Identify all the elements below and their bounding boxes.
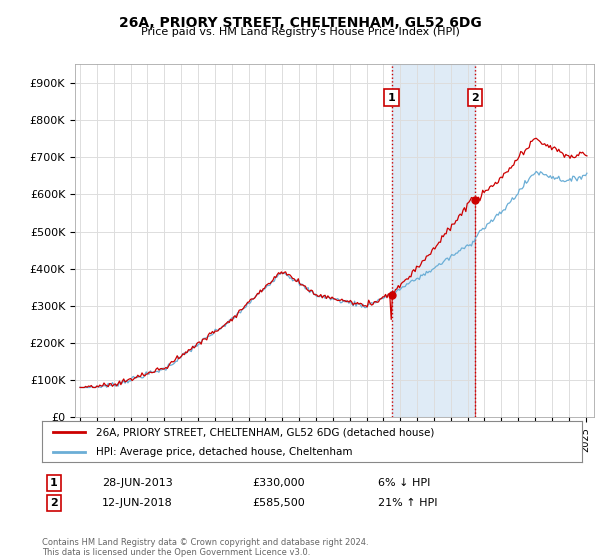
Text: £330,000: £330,000: [252, 478, 305, 488]
Text: 2: 2: [472, 93, 479, 103]
Text: 21% ↑ HPI: 21% ↑ HPI: [378, 498, 437, 508]
Text: 6% ↓ HPI: 6% ↓ HPI: [378, 478, 430, 488]
Text: 26A, PRIORY STREET, CHELTENHAM, GL52 6DG (detached house): 26A, PRIORY STREET, CHELTENHAM, GL52 6DG…: [96, 427, 434, 437]
Text: Price paid vs. HM Land Registry's House Price Index (HPI): Price paid vs. HM Land Registry's House …: [140, 27, 460, 37]
Text: £585,500: £585,500: [252, 498, 305, 508]
Text: 1: 1: [388, 93, 395, 103]
Text: 2: 2: [50, 498, 58, 508]
Text: Contains HM Land Registry data © Crown copyright and database right 2024.
This d: Contains HM Land Registry data © Crown c…: [42, 538, 368, 557]
Text: 12-JUN-2018: 12-JUN-2018: [102, 498, 173, 508]
Text: 28-JUN-2013: 28-JUN-2013: [102, 478, 173, 488]
Text: 1: 1: [50, 478, 58, 488]
Text: 26A, PRIORY STREET, CHELTENHAM, GL52 6DG: 26A, PRIORY STREET, CHELTENHAM, GL52 6DG: [119, 16, 481, 30]
Text: HPI: Average price, detached house, Cheltenham: HPI: Average price, detached house, Chel…: [96, 447, 353, 457]
Bar: [392, 64, 475, 417]
